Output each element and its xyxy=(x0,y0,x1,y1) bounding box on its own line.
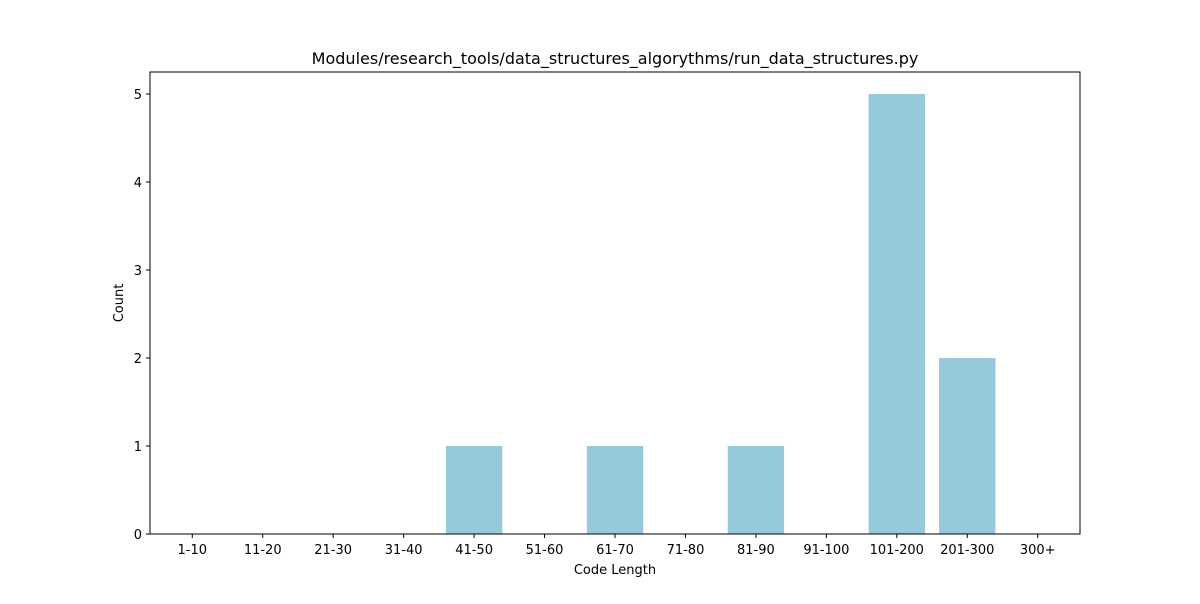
bar-61-70 xyxy=(586,446,644,534)
y-axis-label: Count xyxy=(112,284,127,323)
y-tick-label: 1 xyxy=(134,440,142,455)
x-tick-label: 51-60 xyxy=(526,543,564,558)
bars-group xyxy=(445,94,996,534)
bar-201-300 xyxy=(939,358,996,534)
x-tick-label: 41-50 xyxy=(455,543,493,558)
y-tick-label: 2 xyxy=(134,352,142,367)
y-tick-label: 5 xyxy=(134,88,142,103)
bar-41-50 xyxy=(445,446,503,534)
x-tick-label: 71-80 xyxy=(667,543,705,558)
y-tick-label: 0 xyxy=(134,528,142,543)
x-tick-label: 31-40 xyxy=(385,543,423,558)
bar-101-200 xyxy=(868,94,925,534)
x-axis-ticks: 1-10 11-20 21-30 31-40 41-50 51-60 61-70 71-80 8… xyxy=(178,534,1056,558)
y-tick-label: 4 xyxy=(134,176,142,191)
x-tick-label: 61-70 xyxy=(596,543,634,558)
x-tick-label: 101-200 xyxy=(870,543,924,558)
x-tick-label: 300+ xyxy=(1020,543,1056,558)
x-tick-label: 81-90 xyxy=(737,543,775,558)
x-tick-label: 201-300 xyxy=(940,543,994,558)
x-tick-label: 1-10 xyxy=(178,543,208,558)
y-axis-ticks: 0 1 2 3 4 5 xyxy=(134,88,150,543)
x-tick-label: 21-30 xyxy=(314,543,352,558)
chart-title: Modules/research_tools/data_structures_a… xyxy=(312,49,919,69)
x-tick-label: 91-100 xyxy=(803,543,849,558)
bar-81-90 xyxy=(727,446,785,534)
x-tick-label: 11-20 xyxy=(244,543,282,558)
x-axis-label: Code Length xyxy=(574,563,656,578)
y-tick-label: 3 xyxy=(134,264,142,279)
